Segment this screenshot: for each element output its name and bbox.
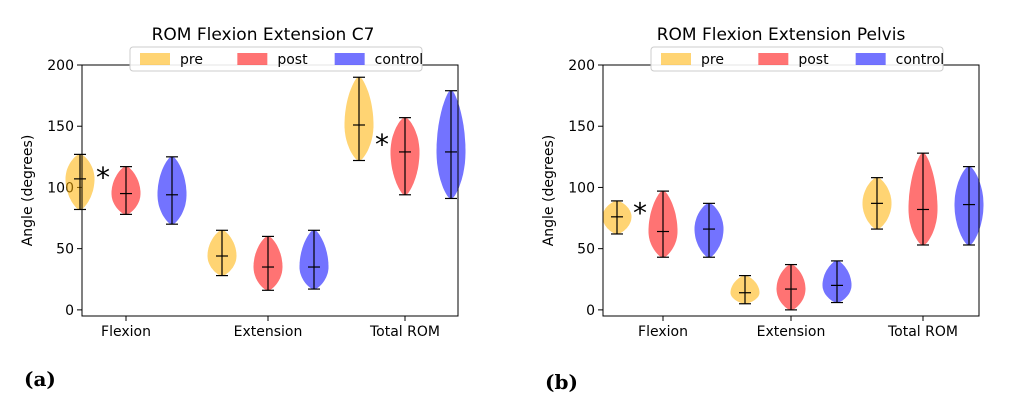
y-tick-label: 200: [47, 58, 74, 74]
chart-pelvis: ROM Flexion Extension Pelvis Angle (degre…: [541, 25, 984, 340]
y-tick-label: 0: [586, 303, 595, 319]
significance-annotation: *: [375, 128, 389, 161]
y-axis-label: Angle (degrees): [541, 135, 557, 247]
legend-swatch: [237, 53, 268, 65]
significance-annotation: *: [633, 197, 647, 230]
x-tick-label: Flexion: [101, 324, 151, 340]
legend-label: post: [798, 52, 829, 68]
y-tick-label: 150: [47, 119, 74, 135]
legend-swatch: [140, 53, 170, 65]
legend-swatch: [334, 53, 365, 65]
legend-swatch: [661, 53, 691, 65]
y-tick-label: 50: [56, 242, 74, 258]
x-tick-label: Total ROM: [369, 324, 440, 340]
legend-label: pre: [180, 52, 203, 68]
x-tick-label: Extension: [757, 324, 826, 340]
x-tick-label: Total ROM: [887, 324, 958, 340]
y-tick-label: 100: [568, 180, 595, 196]
x-tick-label: Extension: [234, 324, 303, 340]
chart-c7: ROM Flexion Extension C7 Angle (degrees) 0…: [20, 25, 466, 340]
y-tick-label: 200: [568, 58, 595, 74]
panel-label-a: (a): [24, 367, 56, 391]
y-tick-label: 50: [577, 242, 595, 258]
legend-label: post: [277, 52, 308, 68]
y-tick-label: 150: [568, 119, 595, 135]
legend-swatch: [855, 53, 886, 65]
legend-label: control: [375, 52, 424, 68]
chart-title: ROM Flexion Extension Pelvis: [657, 25, 906, 45]
panel-label-b: (b): [545, 370, 578, 394]
legend-label: pre: [701, 52, 724, 68]
legend-label: control: [896, 52, 945, 68]
chart-title: ROM Flexion Extension C7: [152, 25, 375, 45]
x-tick-label: Flexion: [638, 324, 688, 340]
significance-annotation: *: [96, 161, 110, 194]
y-tick-label: 0: [65, 303, 74, 319]
y-axis-label: Angle (degrees): [20, 135, 36, 247]
legend-swatch: [758, 53, 789, 65]
